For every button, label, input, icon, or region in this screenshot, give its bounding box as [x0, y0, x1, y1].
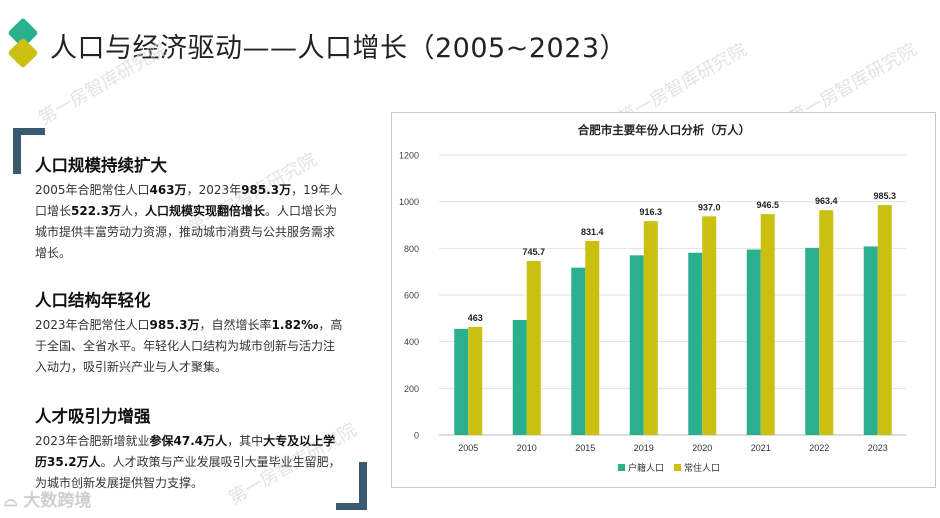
data-label: 745.7: [522, 247, 545, 257]
highlight-text: 985.3万: [241, 183, 292, 197]
title-logo: [4, 17, 42, 70]
changzhu-bar: [468, 326, 483, 435]
data-label: 463: [468, 313, 483, 323]
highlight-text: 大专及以上学历35.2万人: [35, 434, 336, 469]
y-tick-label: 1000: [399, 197, 419, 207]
brand-logo: ⌓ 大数跨境: [4, 491, 92, 511]
y-tick-label: 600: [404, 291, 419, 301]
data-label: 916.3: [639, 207, 662, 217]
x-tick-label: 2005: [458, 443, 478, 453]
huji-bar: [571, 267, 586, 435]
body-text: 人，: [120, 204, 145, 218]
brand-name: 大数跨境: [23, 491, 92, 511]
y-tick-label: 0: [414, 431, 419, 441]
y-tick-label: 800: [404, 244, 419, 254]
block-heading: 人口规模持续扩大: [35, 156, 167, 175]
text-block-talent: 人才吸引力增强 2023年合肥新增就业参保47.4万人，其中大专及以上学历35.…: [35, 403, 345, 494]
highlight-text: 985.3万: [149, 318, 200, 332]
highlight-text: 人口规模实现翻倍增长: [145, 204, 266, 218]
highlight-text: 1.82‰: [271, 318, 319, 332]
body-text: 2005年合肥常住人口: [35, 183, 150, 197]
changzhu-bar: [643, 221, 658, 435]
bracket-decoration: [359, 462, 367, 510]
legend-label: 户籍人口: [628, 462, 664, 473]
bracket-decoration: [13, 128, 45, 135]
changzhu-bar: [585, 241, 600, 435]
changzhu-bar: [526, 261, 541, 435]
legend-swatch-huji: [618, 464, 625, 471]
block-body: 2023年合肥常住人口985.3万，自然增长率1.82‰，高于全国、全省水平。年…: [35, 315, 345, 378]
changzhu-bar: [760, 214, 775, 435]
data-label: 963.4: [815, 196, 838, 206]
x-tick-label: 2019: [634, 443, 654, 453]
body-text: ，19年人口增长: [35, 183, 343, 218]
huji-bar: [454, 328, 469, 435]
block-heading: 人才吸引力增强: [35, 407, 151, 426]
highlight-text: 522.3万: [71, 204, 121, 218]
text-block-structure: 人口结构年轻化 2023年合肥常住人口985.3万，自然增长率1.82‰，高于全…: [35, 287, 345, 378]
huji-bar: [688, 252, 703, 435]
huji-bar: [746, 249, 761, 435]
body-text: ，其中: [227, 434, 264, 448]
bracket-decoration: [13, 128, 21, 174]
changzhu-bar: [877, 205, 892, 435]
y-tick-label: 400: [404, 337, 419, 347]
text-block-scale: 人口规模持续扩大 2005年合肥常住人口463万，2023年985.3万，19年…: [35, 152, 345, 264]
legend-swatch-changzhu: [674, 464, 681, 471]
body-text: 2023年合肥新增就业: [35, 434, 150, 448]
huji-bar: [863, 246, 878, 435]
huji-bar: [805, 247, 820, 435]
data-label: 831.4: [581, 227, 604, 237]
legend-label: 常住人口: [684, 462, 720, 473]
population-bar-chart: 合肥市主要年份人口分析（万人） 0 200 400 600 800 1000 1200 46…: [399, 123, 907, 473]
data-label: 937.0: [698, 202, 721, 212]
y-tick-label: 200: [404, 384, 419, 394]
block-body: 2023年合肥新增就业参保47.4万人，其中大专及以上学历35.2万人。人才政策…: [35, 431, 345, 494]
yellow-diamond-icon: [7, 37, 39, 69]
page-title: 人口与经济驱动——人口增长（2005~2023）: [50, 33, 628, 64]
huji-bar: [512, 319, 527, 435]
x-tick-label: 2015: [575, 443, 595, 453]
body-text: 2023年合肥常住人口: [35, 318, 150, 332]
block-body: 2005年合肥常住人口463万，2023年985.3万，19年人口增长522.3…: [35, 180, 345, 264]
changzhu-bar: [702, 216, 717, 435]
x-tick-label: 2022: [809, 443, 829, 453]
body-text: ，高于全国、全省水平。年轻化人口结构为城市创新与活力注入动力，吸引新兴产业与人才…: [35, 318, 343, 374]
x-tick-label: 2021: [751, 443, 771, 453]
chart-title: 合肥市主要年份人口分析（万人）: [578, 123, 751, 137]
x-tick-label: 2023: [868, 443, 888, 453]
changzhu-bar: [819, 210, 834, 435]
data-label: 946.5: [756, 200, 779, 210]
body-text: ，2023年: [186, 183, 242, 197]
chart-panel: 合肥市主要年份人口分析（万人） 0 200 400 600 800 1000 1200 46…: [391, 112, 936, 488]
bracket-decoration: [336, 503, 367, 510]
body-text: 。人口增长为城市提供丰富劳动力资源，推动城市消费与公共服务需求增长。: [35, 204, 338, 260]
body-text: 。人才政策与产业发展吸引大量毕业生留肥，为城市创新发展提供智力支撑。: [35, 455, 341, 490]
y-tick-label: 1200: [399, 151, 419, 161]
body-text: ，自然增长率: [199, 318, 272, 332]
highlight-text: 参保47.4万人: [149, 434, 228, 448]
block-heading: 人口结构年轻化: [35, 291, 151, 310]
highlight-text: 463万: [149, 183, 187, 197]
data-label: 985.3: [873, 191, 896, 201]
huji-bar: [629, 255, 644, 435]
x-tick-label: 2020: [692, 443, 712, 453]
x-tick-label: 2010: [517, 443, 537, 453]
